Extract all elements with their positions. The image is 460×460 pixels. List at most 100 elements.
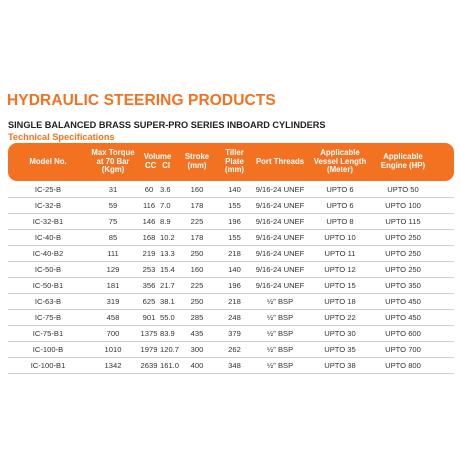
cell-stroke: 400 bbox=[190, 361, 204, 370]
cell-torque: 181 bbox=[106, 281, 120, 290]
cell-torque: 129 bbox=[106, 265, 120, 274]
cell-volume-ci: 13.3 bbox=[160, 249, 175, 258]
cell-tiller: 155 bbox=[228, 201, 241, 210]
table-row: IC-50-B 129 253 15.4 160 140 9/16-24 UNEF UPTO … bbox=[8, 262, 454, 278]
cell-engine: UPTO 450 bbox=[385, 313, 421, 322]
cell-vessel: UPTO 30 bbox=[324, 329, 356, 338]
cell-port: 9/16-24 UNEF bbox=[255, 281, 305, 290]
cell-volume-ci: 7.0 bbox=[160, 201, 171, 210]
cell-model: IC-40-B2 bbox=[32, 249, 64, 258]
cell-tiller: 196 bbox=[228, 281, 241, 290]
cell-stroke: 250 bbox=[190, 297, 204, 306]
header-vessel: Applicable Vessel Length (Meter) bbox=[313, 148, 367, 175]
cell-torque: 85 bbox=[108, 233, 118, 242]
cell-torque: 458 bbox=[106, 313, 120, 322]
cell-vessel: UPTO 22 bbox=[324, 313, 356, 322]
cell-vessel: UPTO 11 bbox=[324, 249, 356, 258]
cell-volume-cc: 1979 bbox=[140, 345, 158, 354]
cell-stroke: 225 bbox=[190, 281, 204, 290]
page-title: HYDRAULIC STEERING PRODUCTS bbox=[7, 92, 276, 109]
cell-volume-ci: 15.4 bbox=[160, 265, 175, 274]
cell-port: ½" BSP bbox=[266, 297, 294, 306]
cell-volume-cc: 901 bbox=[142, 313, 156, 322]
cell-vessel: UPTO 35 bbox=[324, 345, 356, 354]
cell-torque: 1010 bbox=[104, 345, 122, 354]
cell-model: IC-75-B bbox=[34, 313, 62, 322]
cell-volume-cc: 60 bbox=[144, 185, 154, 194]
cell-volume-ci: 38.1 bbox=[160, 297, 175, 306]
cell-volume-cc: 356 bbox=[142, 281, 156, 290]
cell-vessel: UPTO 15 bbox=[324, 281, 356, 290]
cell-stroke: 435 bbox=[190, 329, 204, 338]
cell-stroke: 285 bbox=[190, 313, 204, 322]
cell-volume-cc: 116 bbox=[142, 201, 156, 210]
cell-port: 9/16-24 UNEF bbox=[255, 265, 305, 274]
cell-engine: UPTO 450 bbox=[385, 297, 421, 306]
cell-volume-cc: 1375 bbox=[140, 329, 158, 338]
cell-stroke: 178 bbox=[190, 233, 204, 242]
table-row: IC-40-B 85 168 10.2 178 155 9/16-24 UNEF UPTO 1… bbox=[8, 230, 454, 246]
cell-model: IC-63-B bbox=[34, 297, 62, 306]
cell-engine: UPTO 115 bbox=[385, 217, 421, 226]
cell-port: ½" BSP bbox=[266, 329, 294, 338]
header-torque: Max Torque at 70 Bar (Kgm) bbox=[91, 148, 135, 175]
cell-port: 9/16-24 UNEF bbox=[255, 233, 305, 242]
cell-model: IC-100-B1 bbox=[30, 361, 66, 370]
cell-engine: UPTO 100 bbox=[385, 201, 421, 210]
cell-volume-ci: 3.6 bbox=[160, 185, 171, 194]
table-row: IC-32-B1 75 146 8.9 225 196 9/16-24 UNEF UPTO 8… bbox=[8, 214, 454, 230]
cell-tiller: 140 bbox=[228, 185, 241, 194]
cell-volume-ci: 83.9 bbox=[160, 329, 175, 338]
cell-stroke: 160 bbox=[190, 265, 204, 274]
cell-port: 9/16-24 UNEF bbox=[255, 185, 305, 194]
table-body: IC-25-B 31 60 3.6 160 140 9/16-24 UNEF UPTO 6 UP… bbox=[8, 182, 454, 374]
cell-torque: 700 bbox=[106, 329, 120, 338]
cell-torque: 31 bbox=[108, 185, 118, 194]
cell-tiller: 218 bbox=[228, 297, 241, 306]
cell-tiller: 248 bbox=[228, 313, 241, 322]
cell-volume-cc: 146 bbox=[142, 217, 156, 226]
table-row: IC-75-B 458 901 55.0 285 248 ½" BSP UPTO 22 UPTO… bbox=[8, 310, 454, 326]
cell-vessel: UPTO 8 bbox=[326, 217, 354, 226]
header-engine: Applicable Engine (HP) bbox=[380, 152, 426, 170]
cell-tiller: 379 bbox=[228, 329, 241, 338]
cell-port: ½" BSP bbox=[266, 345, 294, 354]
cell-engine: UPTO 800 bbox=[385, 361, 421, 370]
cell-torque: 75 bbox=[108, 217, 118, 226]
cell-volume-ci: 120.7 bbox=[160, 345, 180, 354]
cell-engine: UPTO 350 bbox=[385, 281, 421, 290]
cell-volume-ci: 21.7 bbox=[160, 281, 175, 290]
cell-engine: UPTO 250 bbox=[385, 233, 421, 242]
table-row: IC-63-B 319 625 38.1 250 218 ½" BSP UPTO 18 UPTO… bbox=[8, 294, 454, 310]
cell-model: IC-50-B1 bbox=[32, 281, 64, 290]
cell-port: 9/16-24 UNEF bbox=[255, 217, 305, 226]
header-volume: Volume CC CI bbox=[138, 153, 177, 170]
table-row: IC-50-B1 181 356 21.7 225 196 9/16-24 UNEF UPTO… bbox=[8, 278, 454, 294]
cell-engine: UPTO 700 bbox=[385, 345, 421, 354]
header-volume-label: Volume bbox=[143, 152, 172, 162]
cell-vessel: UPTO 18 bbox=[324, 297, 356, 306]
cell-model: IC-100-B bbox=[32, 345, 64, 354]
cell-engine: UPTO 50 bbox=[387, 185, 419, 194]
cell-port: ½" BSP bbox=[266, 313, 294, 322]
cell-volume-ci: 55.0 bbox=[160, 313, 175, 322]
cell-vessel: UPTO 6 bbox=[326, 201, 354, 210]
header-volume-cc: CC bbox=[144, 161, 157, 170]
cell-volume-ci: 8.9 bbox=[160, 217, 171, 226]
cell-engine: UPTO 250 bbox=[385, 265, 421, 274]
table-row: IC-100-B1 1342 2639 161.0 400 348 ½" BSP UPTO 3… bbox=[8, 358, 454, 374]
cell-engine: UPTO 250 bbox=[385, 249, 421, 258]
header-volume-ci: CI bbox=[162, 161, 171, 170]
table-row: IC-40-B2 111 219 13.3 250 218 9/16-24 UNEF UPTO… bbox=[8, 246, 454, 262]
cell-model: IC-50-B bbox=[34, 265, 62, 274]
cell-tiller: 140 bbox=[228, 265, 241, 274]
cell-stroke: 225 bbox=[190, 217, 204, 226]
header-port: Port Threads bbox=[255, 156, 305, 166]
cell-torque: 1342 bbox=[104, 361, 122, 370]
cell-port: 9/16-24 UNEF bbox=[255, 201, 305, 210]
cell-tiller: 196 bbox=[228, 217, 241, 226]
cell-volume-ci: 10.2 bbox=[160, 233, 175, 242]
header-stroke: Stroke (mm) bbox=[184, 152, 210, 170]
cell-model: IC-32-B1 bbox=[32, 217, 64, 226]
cell-tiller: 218 bbox=[228, 249, 241, 258]
